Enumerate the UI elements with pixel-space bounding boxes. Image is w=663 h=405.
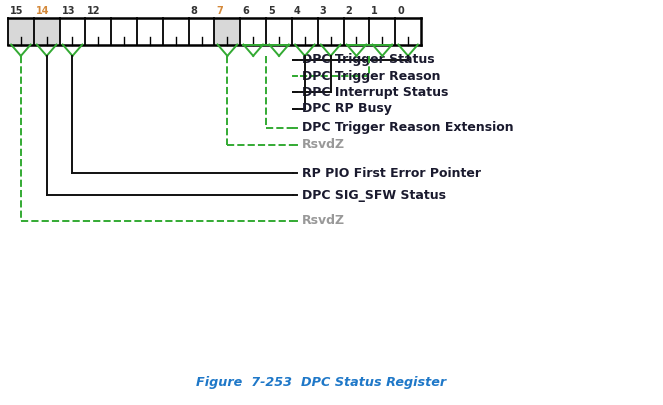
Text: 14: 14	[36, 6, 49, 16]
Text: 7: 7	[216, 6, 223, 16]
Text: 3: 3	[320, 6, 326, 16]
Text: RsvdZ: RsvdZ	[302, 214, 345, 227]
Bar	[214, 18, 240, 45]
Text: DPC RP Busy: DPC RP Busy	[302, 102, 392, 115]
Text: DPC Interrupt Status: DPC Interrupt Status	[302, 86, 449, 99]
Text: Figure  7-253  DPC Status Register: Figure 7-253 DPC Status Register	[196, 376, 447, 389]
Text: DPC SIG_SFW Status: DPC SIG_SFW Status	[302, 189, 446, 202]
Text: DPC Trigger Status: DPC Trigger Status	[302, 53, 435, 66]
Text: 0: 0	[397, 6, 404, 16]
Text: 2: 2	[345, 6, 352, 16]
Text: 13: 13	[62, 6, 75, 16]
Text: 15: 15	[10, 6, 23, 16]
Bar	[8, 18, 34, 45]
Text: DPC Trigger Reason: DPC Trigger Reason	[302, 70, 441, 83]
Text: RP PIO First Error Pointer: RP PIO First Error Pointer	[302, 167, 481, 180]
Text: 1: 1	[371, 6, 378, 16]
Text: RsvdZ: RsvdZ	[302, 139, 345, 151]
Bar	[34, 18, 60, 45]
Text: 12: 12	[88, 6, 101, 16]
Text: 6: 6	[242, 6, 249, 16]
Text: 4: 4	[294, 6, 300, 16]
Text: DPC Trigger Reason Extension: DPC Trigger Reason Extension	[302, 121, 514, 134]
Text: 5: 5	[268, 6, 275, 16]
Text: 8: 8	[191, 6, 198, 16]
